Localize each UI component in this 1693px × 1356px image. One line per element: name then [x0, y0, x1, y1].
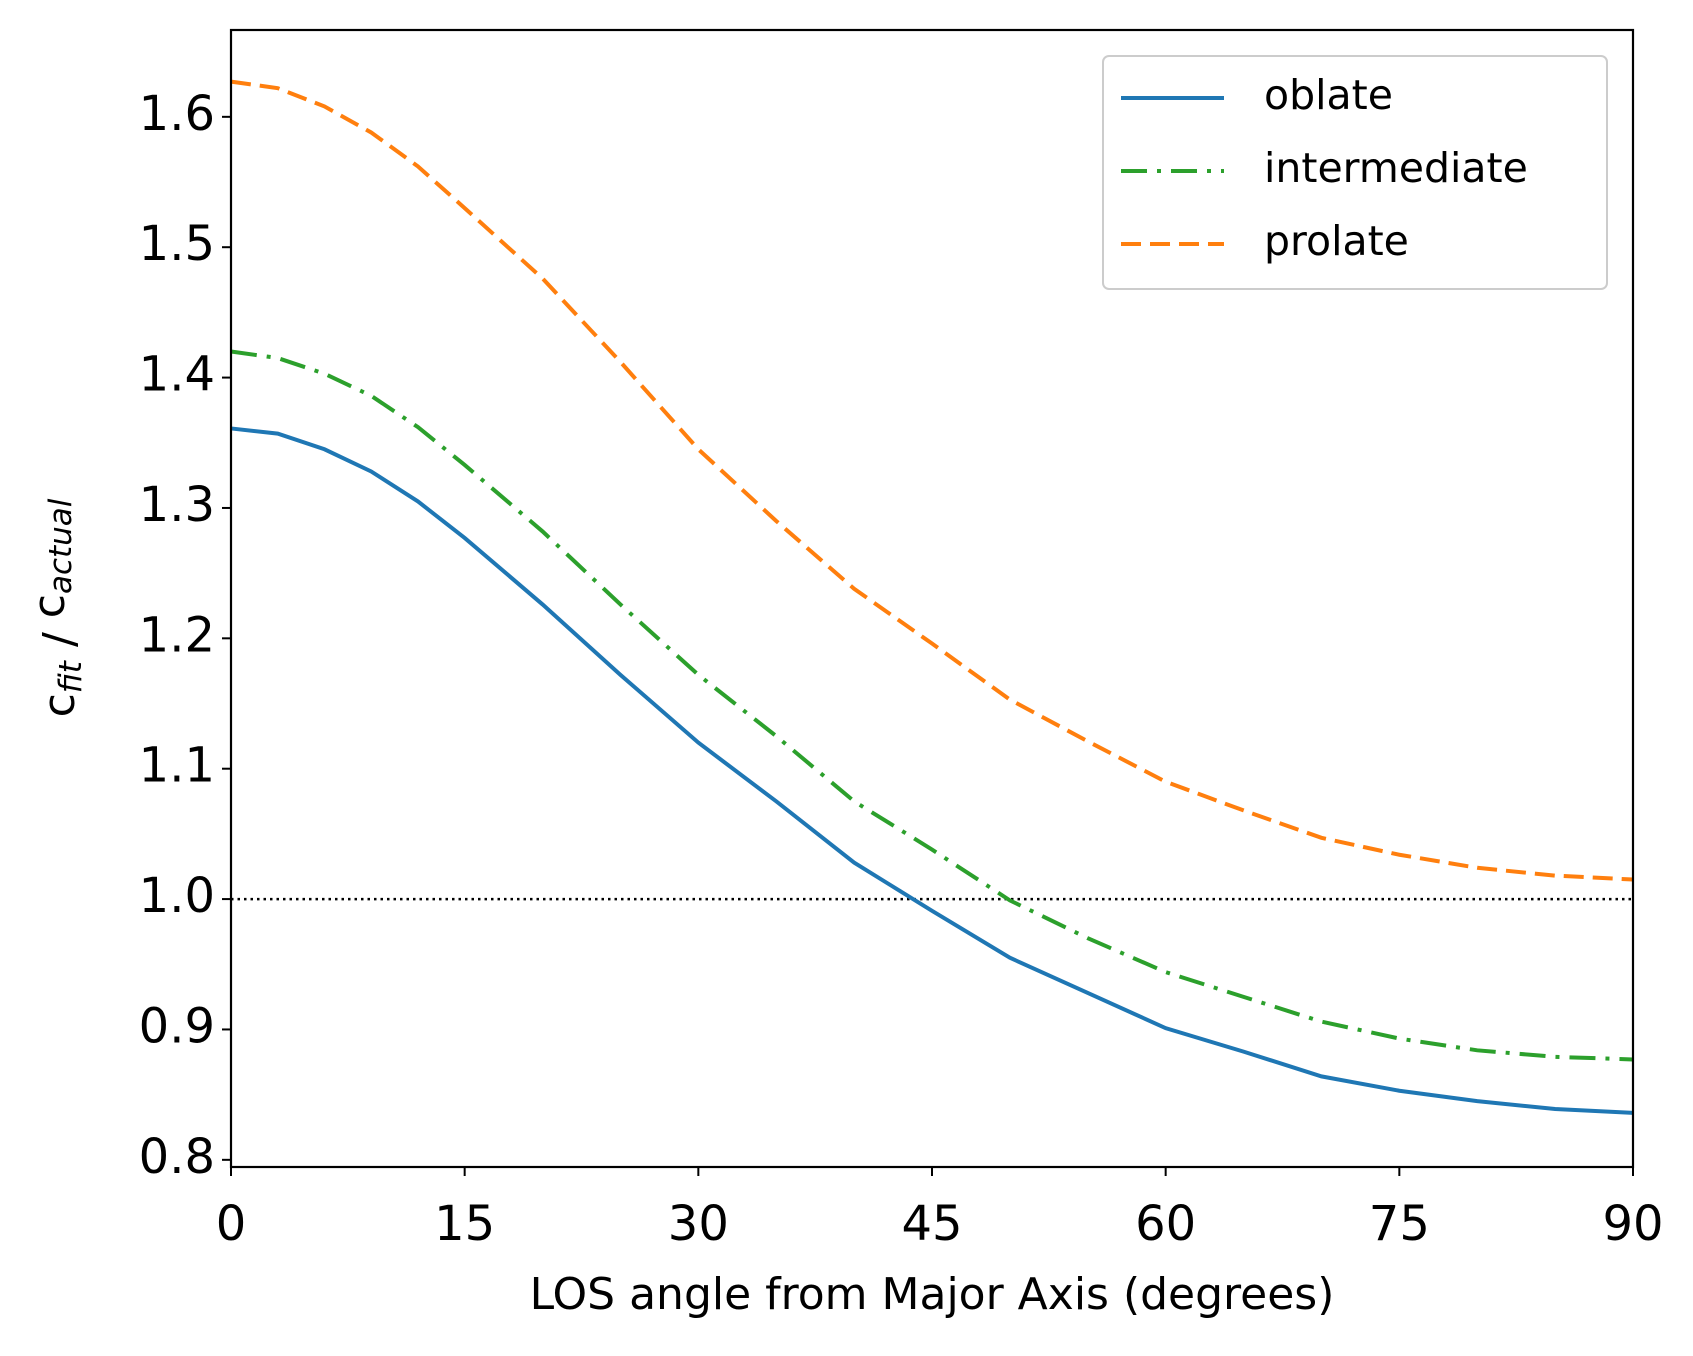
y-axis-label: cfit / cactual	[24, 498, 89, 717]
y-label-part: c	[34, 693, 85, 717]
y-label-part: c	[24, 594, 75, 618]
plot-frame	[229, 28, 1635, 1169]
series-line	[230, 349, 1634, 1062]
y-tick-label: 1.2	[139, 607, 215, 663]
x-tick-label: 60	[1135, 1196, 1196, 1252]
y-tick-label: 0.8	[139, 1129, 215, 1185]
x-tick-label: 30	[668, 1196, 729, 1252]
y-tick-label: 1.3	[139, 477, 215, 533]
x-tick-label: 75	[1369, 1196, 1430, 1252]
x-tick-label: 90	[1602, 1196, 1663, 1252]
x-axis-label: LOS angle from Major Axis (degrees)	[530, 1269, 1335, 1320]
x-tick-label: 45	[901, 1196, 962, 1252]
x-tick-label: 0	[216, 1196, 247, 1252]
y-tick-label: 1.4	[139, 347, 215, 403]
legend-label: prolate	[1264, 217, 1409, 265]
y-tick-label: 1.1	[139, 738, 215, 794]
series-line	[230, 79, 1634, 882]
legend-label: intermediate	[1264, 144, 1528, 192]
y-tick-label: 1.5	[139, 216, 215, 272]
y-label-part: fit	[53, 659, 89, 693]
y-tick-label: 1.0	[139, 868, 215, 924]
legend-box	[1102, 55, 1608, 290]
y-tick-label: 1.6	[139, 86, 215, 142]
x-tick-label: 15	[434, 1196, 495, 1252]
y-label-part: /	[34, 618, 85, 661]
legend-label: oblate	[1264, 71, 1393, 119]
y-label-part: actual	[43, 498, 79, 594]
series-line	[230, 426, 1634, 1115]
y-tick-label: 0.9	[139, 998, 215, 1054]
